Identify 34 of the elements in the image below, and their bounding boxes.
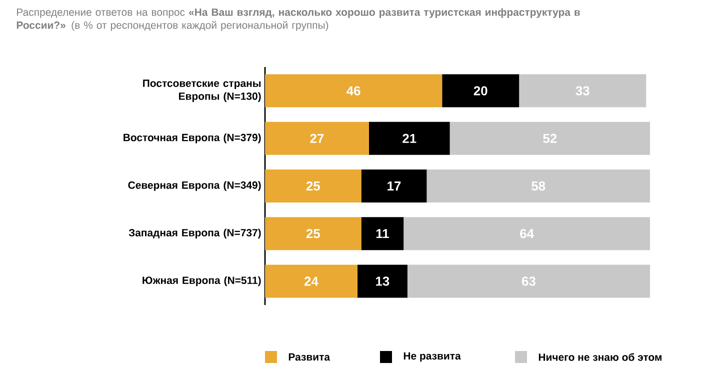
data-label: 17 [388, 182, 401, 190]
bar [519, 74, 646, 108]
bar [265, 122, 369, 155]
data-label: 46 [346, 86, 360, 96]
bar [265, 264, 358, 298]
data-label: 21 [402, 134, 416, 143]
y-tick-label: Восточная Европа (N=379) [124, 134, 261, 144]
bar [442, 74, 520, 108]
bar [407, 264, 650, 298]
data-label: 20 [474, 86, 488, 96]
bar [368, 122, 450, 155]
bar [357, 264, 408, 298]
data-label: 11 [376, 229, 389, 238]
bar [265, 74, 442, 108]
y-tick-label: Северная Европа (N=349) [128, 181, 261, 191]
bar [426, 170, 650, 202]
y-tick-label: Постсоветские страны Европы (N=130) [143, 80, 261, 102]
legend-label: Ничего не знаю об этом [538, 353, 662, 361]
legend-label: Не развита [404, 352, 461, 362]
data-label: 27 [310, 134, 324, 143]
y-tick-label: Западная Европа (N=737) [128, 228, 261, 238]
y-tick-label: Южная Европа (N=511) [142, 276, 261, 286]
bar [404, 217, 650, 250]
data-label: 13 [376, 276, 390, 286]
bar [265, 217, 362, 250]
data-label: 25 [306, 229, 320, 238]
bar [265, 170, 362, 202]
bar [361, 170, 427, 202]
data-label: 25 [306, 181, 320, 191]
legend-label: Развита [288, 353, 330, 361]
bar [361, 217, 404, 250]
data-label: 24 [304, 276, 318, 286]
chart-title: Распределение ответов на вопрос «На Ваш взгляд, насколько хорошо развита туристская инфраструктура в России?» (в % от респондентов каждой региональной группы) [16, 8, 580, 31]
bar [450, 122, 650, 155]
